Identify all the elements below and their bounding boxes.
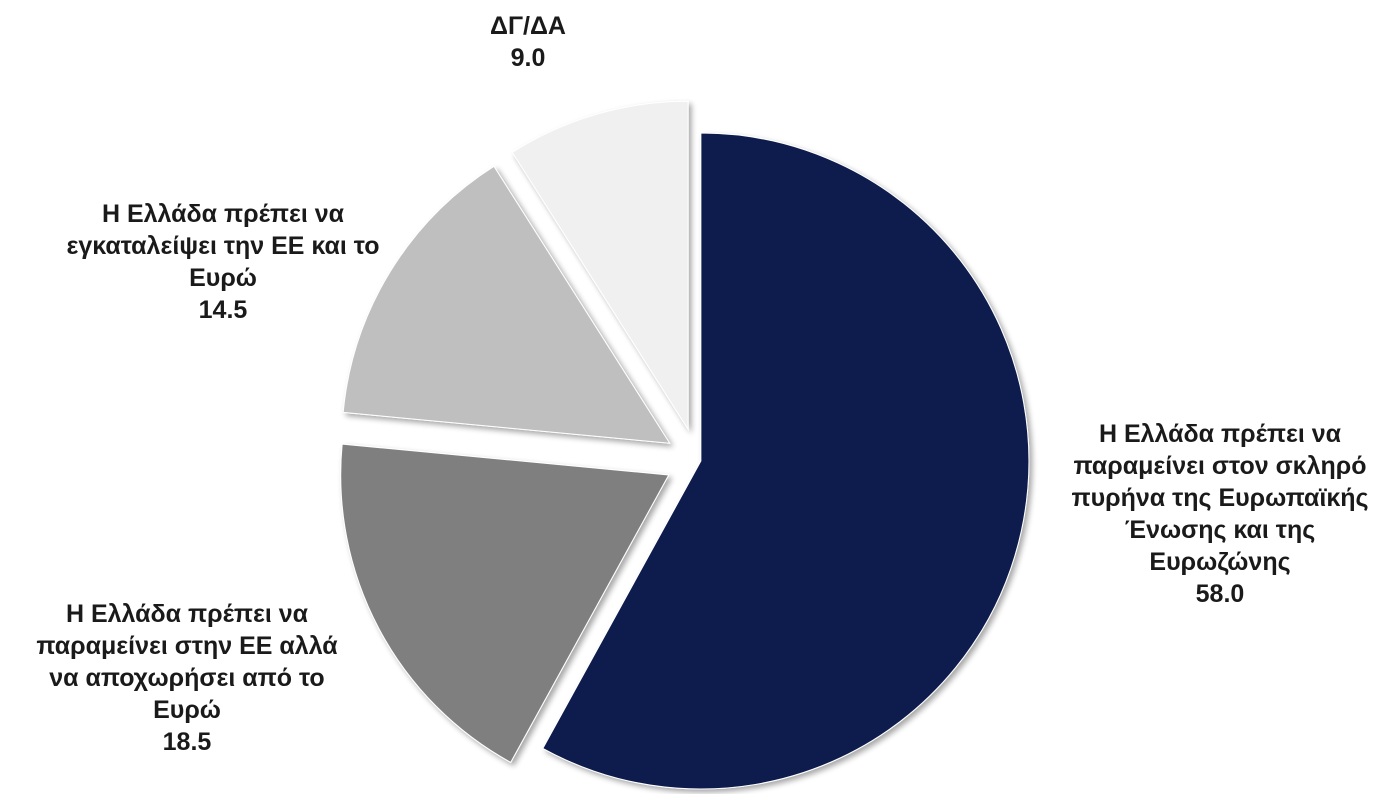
slice-leave-eu-euro bbox=[342, 165, 671, 444]
slice-label-text-line: Η Ελλάδα πρέπει να bbox=[1098, 420, 1342, 448]
slice-label-text-line: Η Ελλάδα πρέπει να bbox=[101, 200, 345, 228]
slice-dont-know bbox=[511, 100, 689, 431]
slice-remain-core bbox=[542, 132, 1030, 790]
slice-label-remain-core: Η Ελλάδα πρέπει να παραμείνει στον σκληρ… bbox=[1045, 418, 1395, 610]
slice-label-text-line: παραμείνει στην ΕΕ αλλά bbox=[36, 632, 338, 660]
slice-label-text-line: Ευρώ bbox=[189, 264, 257, 292]
slice-label-text-line: να αποχωρήσει από το bbox=[49, 664, 325, 692]
slice-label-text-line: παραμείνει στον σκληρό bbox=[1073, 452, 1367, 480]
slice-label-text-line: Ευρώ bbox=[153, 696, 221, 724]
slice-label-text-line: ΔΓ/ΔΑ bbox=[490, 12, 566, 40]
slice-label-text-line: Ευρωζώνης bbox=[1149, 548, 1291, 576]
slice-label-text-line: πυρήνα της Ευρωπαϊκής bbox=[1071, 484, 1369, 512]
slice-remain-eu-leave-euro bbox=[340, 443, 670, 764]
pie-slices bbox=[340, 100, 1030, 790]
slice-value-label: 18.5 bbox=[162, 728, 212, 756]
slice-value-label: 58.0 bbox=[1195, 580, 1245, 608]
slice-value-label: 9.0 bbox=[510, 44, 546, 72]
slice-value-label: 14.5 bbox=[198, 296, 248, 324]
slice-label-remain-eu-leave-euro: Η Ελλάδα πρέπει να παραμείνει στην ΕΕ αλ… bbox=[2, 598, 372, 758]
slice-label-leave-eu-euro: Η Ελλάδα πρέπει να εγκαταλείψει την ΕΕ κ… bbox=[48, 198, 398, 326]
slice-label-dont-know: ΔΓ/ΔΑ 9.0 bbox=[438, 10, 618, 74]
slice-label-text-line: εγκαταλείψει την ΕΕ και το bbox=[66, 232, 380, 260]
slice-label-text-line: Η Ελλάδα πρέπει να bbox=[65, 600, 309, 628]
slice-label-text-line: Ένωσης και της bbox=[1124, 516, 1316, 544]
